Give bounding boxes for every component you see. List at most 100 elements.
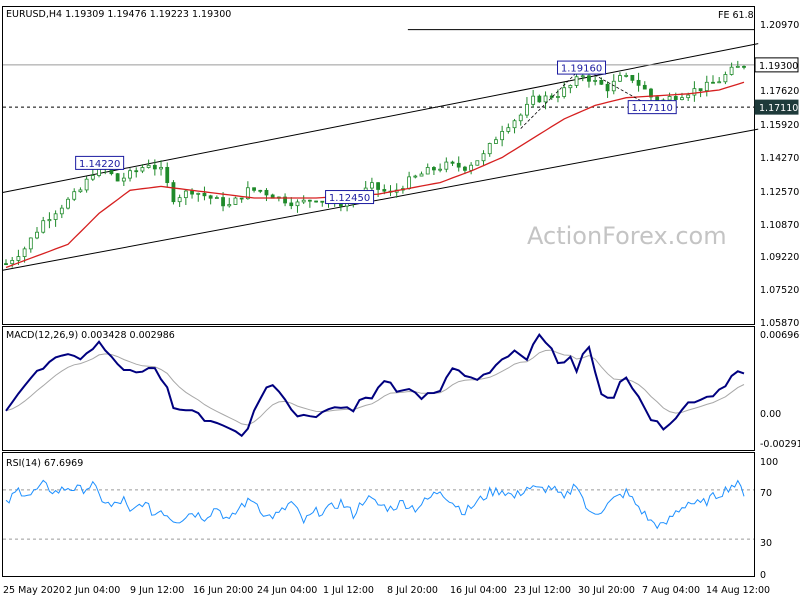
candle-body [463,166,467,171]
moving-average-line [5,81,745,269]
candle-body [413,175,418,178]
price-tick-label: 1.15920 [760,120,799,131]
price-y-axis: 1.20970 1.17620 1.15920 1.14270 1.12570 … [760,20,799,329]
candle-body [84,178,89,191]
watermark: ActionForex.com [527,222,727,250]
price-tick-label: 1.14270 [760,153,799,164]
candle-body [667,96,672,101]
price-tag-label: 1.17110 [759,103,798,114]
candle-body [711,81,715,84]
candle-body [196,192,201,195]
candle-body [121,177,126,182]
candle-body [177,197,182,203]
candle-body [214,197,219,199]
candle-body [295,201,300,207]
price-panel-title: EURUSD,H4 1.19309 1.19476 1.19223 1.1930… [6,9,231,20]
candle-body [481,153,486,162]
candle-body [624,74,629,77]
candle-body [549,95,554,98]
candle-body [587,75,591,82]
rsi-y-axis: 100 70 30 0 [760,457,778,581]
rsi-tick-label: 0 [760,570,766,581]
time-x-axis: 25 May 2020 2 Jun 04:00 9 Jun 12:00 16 J… [3,585,770,596]
candle-body [190,190,194,195]
candle-body [642,84,647,90]
price-tag-label: 1.19300 [759,61,798,72]
candle-body [580,75,585,78]
price-annotation-label: 1.14220 [79,159,120,170]
candle-body [283,196,287,204]
candle-body [90,175,95,180]
candle-body [704,81,709,92]
candle-body [10,260,15,265]
price-tick-label: 1.17620 [760,86,799,97]
candle-body [16,256,21,261]
candle-body [128,170,132,179]
candle-body [742,65,746,68]
price-annotation-box [557,60,607,75]
candle-body [258,189,263,192]
candle-body [444,161,449,170]
candle-body [252,187,256,191]
channel-lower-line [1,128,759,271]
candle-body [233,197,238,205]
candle-body [307,199,312,202]
candle-body [239,197,244,200]
macd-tick-label: 0.00 [760,409,781,420]
candle-body [320,200,325,203]
price-tick-label: 1.05870 [760,318,799,329]
candle-body [183,190,188,199]
price-annotation-label: 1.17110 [632,103,673,114]
candle-body [543,95,548,103]
candle-body [376,182,381,190]
candle-body [202,192,207,197]
candle-body [407,176,412,190]
candle-body [692,88,697,96]
fib-extension-label: FE 61.8 [718,10,754,21]
time-tick-label: 9 Jun 12:00 [130,585,184,596]
time-tick-label: 16 Jul 04:00 [450,585,507,596]
candle-body [159,166,163,170]
candle-body [475,160,480,166]
candle-body [289,202,294,207]
candle-body [562,87,567,97]
candle-body [35,231,39,239]
candle-body [221,197,225,207]
candle-body [717,81,722,84]
price-panel-frame [2,6,755,325]
candle-body [171,182,176,203]
candle-body [438,168,443,171]
candle-body [245,187,250,200]
candle-body [512,120,517,129]
candle-body [78,189,83,193]
candle-body [500,131,505,141]
rsi-panel-title: RSI(14) 67.6969 [6,458,83,469]
rsi-series [3,479,754,540]
macd-signal-line [5,349,745,426]
candle-body [469,164,474,171]
candle-body [152,164,157,170]
price-tag [754,57,799,73]
rsi-panel-frame [2,452,755,577]
candlestick-series [4,60,746,268]
price-tick-label: 1.12570 [760,187,799,198]
candle-body [605,83,610,92]
candle-body [264,189,269,196]
candle-body [506,127,511,132]
candle-body [531,95,536,105]
candle-body [568,85,573,89]
candle-body [432,167,436,171]
price-annotation-box [75,155,125,170]
time-tick-label: 30 Jul 20:00 [578,585,635,596]
candle-body [208,195,213,199]
candle-body [425,167,430,175]
price-tick-label: 1.09220 [760,252,799,263]
candle-body [369,182,374,189]
candle-body [456,162,461,168]
candle-body [134,170,139,173]
price-tick-label: 1.10870 [760,220,799,231]
candle-body [72,191,77,200]
candle-body [618,75,622,82]
candle-body [630,74,635,81]
